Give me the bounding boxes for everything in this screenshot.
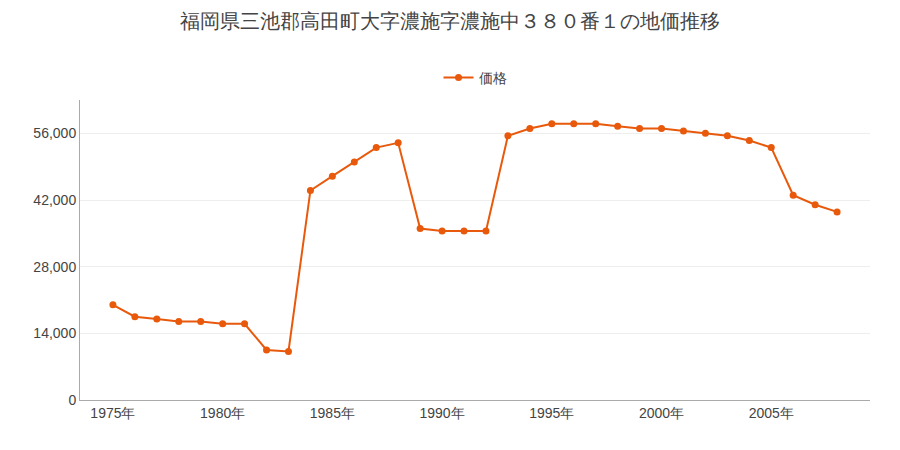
svg-text:価格: 価格 xyxy=(479,70,507,86)
svg-text:2000年: 2000年 xyxy=(639,405,684,421)
svg-text:1980年: 1980年 xyxy=(200,405,245,421)
svg-text:28,000: 28,000 xyxy=(33,259,76,275)
svg-text:福岡県三池郡高田町大字濃施字濃施中３８０番１の地価推移: 福岡県三池郡高田町大字濃施字濃施中３８０番１の地価推移 xyxy=(180,10,720,32)
svg-text:0: 0 xyxy=(68,392,76,408)
svg-text:1985年: 1985年 xyxy=(310,405,355,421)
svg-text:2005年: 2005年 xyxy=(749,405,794,421)
svg-text:1990年: 1990年 xyxy=(420,405,465,421)
svg-text:1995年: 1995年 xyxy=(529,405,574,421)
svg-text:1975年: 1975年 xyxy=(90,405,135,421)
svg-text:14,000: 14,000 xyxy=(33,325,76,341)
svg-text:42,000: 42,000 xyxy=(33,192,76,208)
svg-text:56,000: 56,000 xyxy=(33,125,76,141)
